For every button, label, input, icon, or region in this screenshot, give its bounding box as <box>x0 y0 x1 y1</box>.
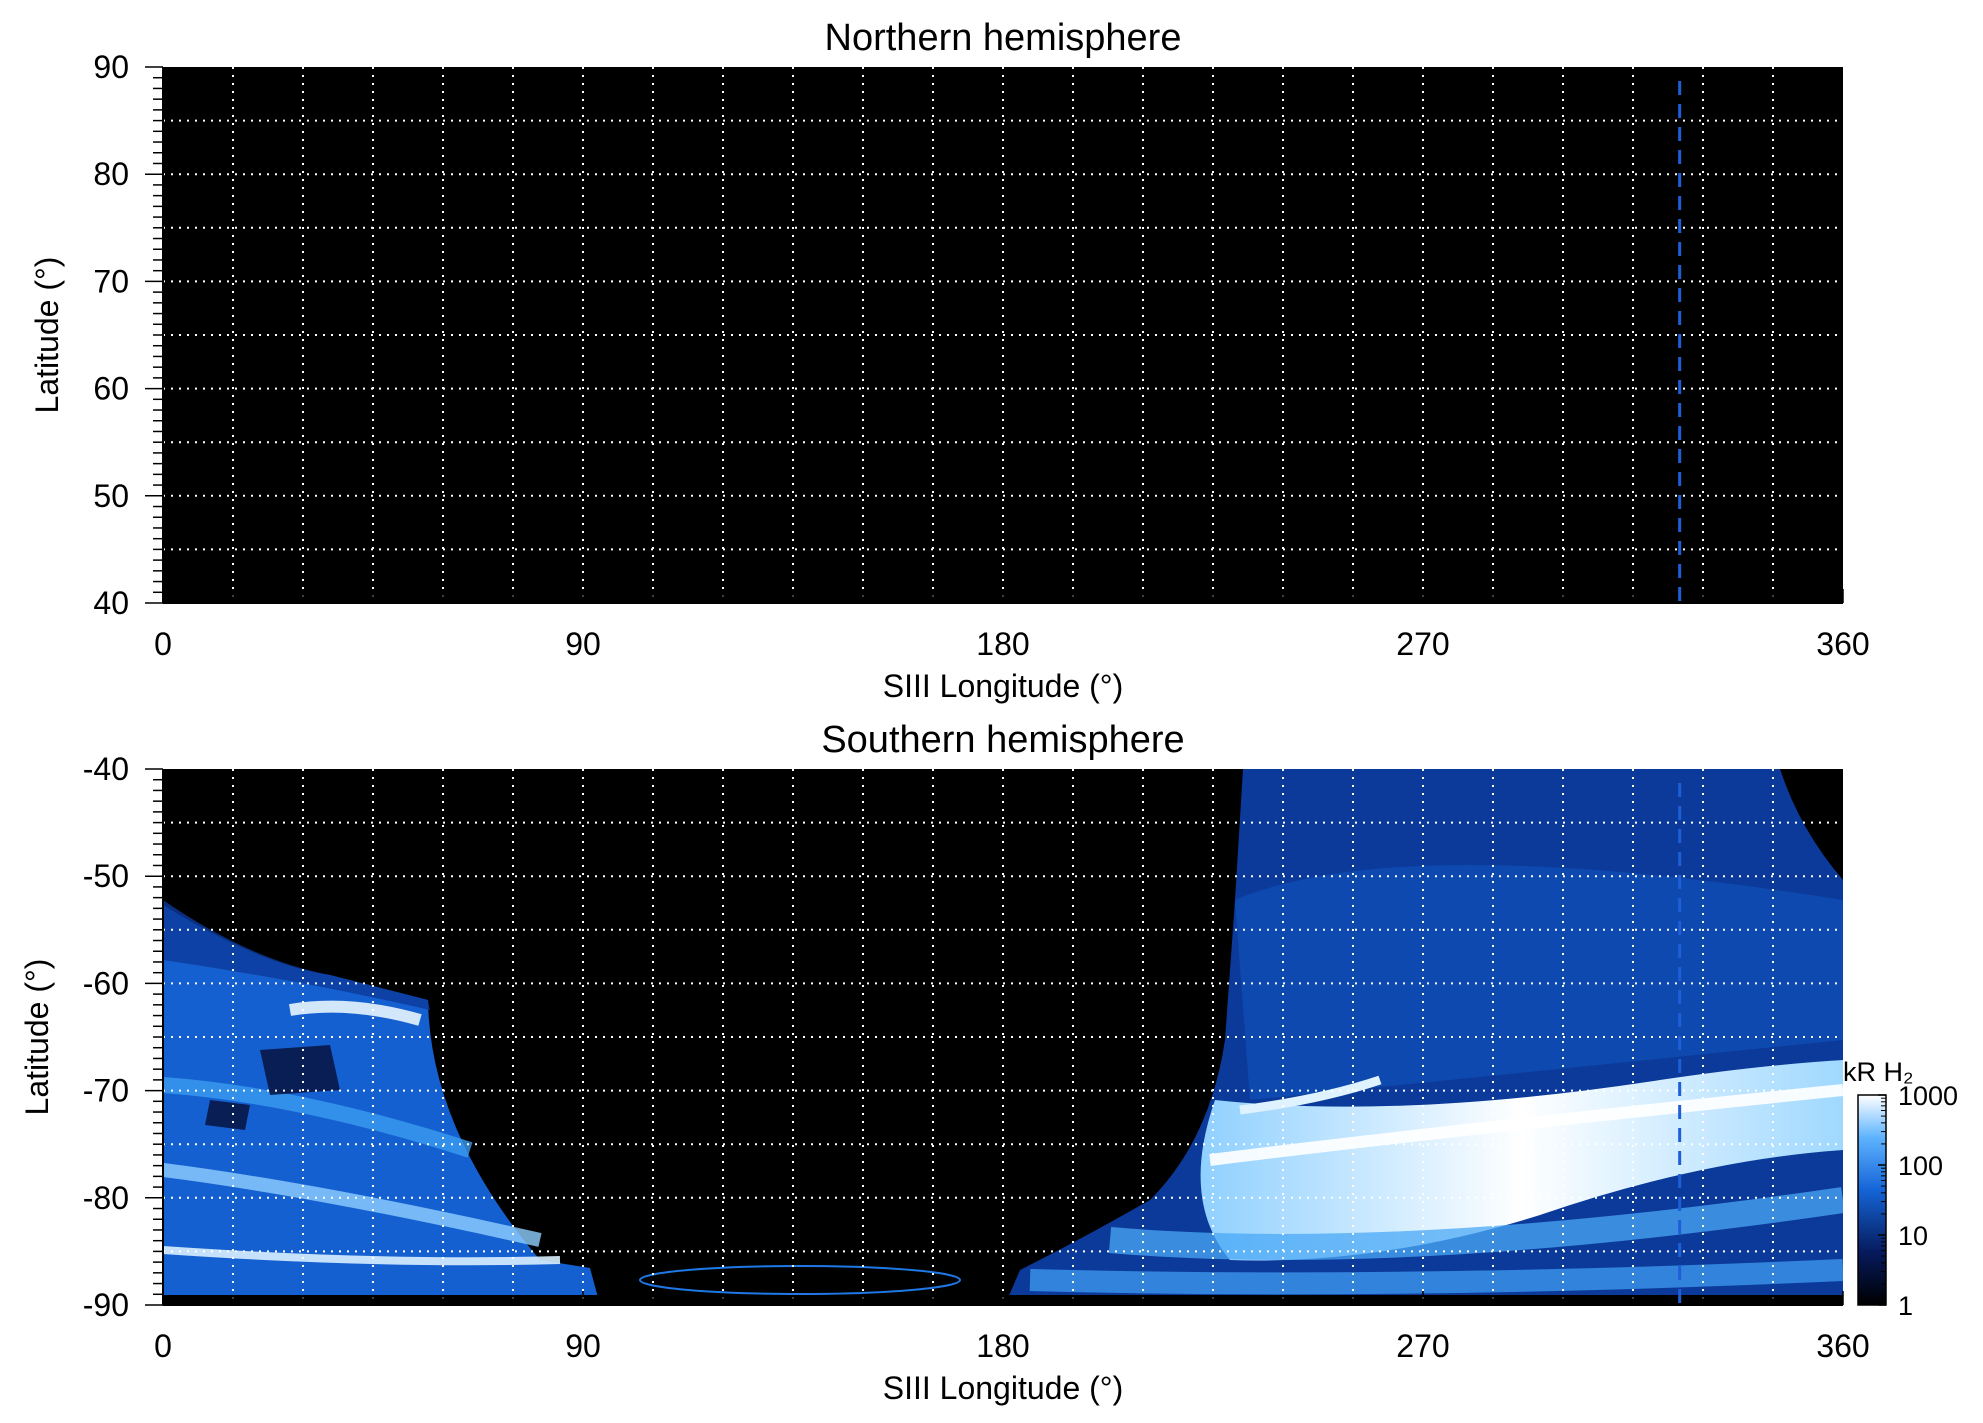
colorbar-label: kR H₂ <box>1843 1057 1913 1087</box>
emission-haze-left <box>163 900 430 1010</box>
northern-x-tick-label: 0 <box>154 626 172 662</box>
emission-cap-right <box>1780 769 1843 880</box>
colorbar-tick-label: 100 <box>1898 1151 1943 1181</box>
northern-y-axis-label: Latitude (°) <box>29 257 65 414</box>
emission-band-left-3 <box>163 1163 542 1247</box>
southern-y-tick-label: -40 <box>83 751 129 787</box>
northern-x-tick-label: 90 <box>565 626 601 662</box>
northern-x-tick-label: 270 <box>1396 626 1449 662</box>
northern-x-tick-label: 180 <box>976 626 1029 662</box>
colorbar-gradient <box>1857 1094 1887 1306</box>
colorbar-tick-label: 1 <box>1898 1291 1913 1321</box>
northern-y-tick-label: 50 <box>93 478 129 514</box>
emission-arc-mid <box>1209 1084 1843 1166</box>
southern-x-axis-label: SIII Longitude (°) <box>883 1370 1123 1406</box>
southern-panel: Southern hemisphere <box>19 719 1870 1406</box>
northern-x-axis-label: SIII Longitude (°) <box>883 668 1123 704</box>
southern-y-axis-label: Latitude (°) <box>19 959 55 1116</box>
southern-grid <box>163 769 1843 1305</box>
southern-y-tick-label: -70 <box>83 1073 129 1109</box>
emission-arc-upper <box>1239 1075 1382 1115</box>
southern-x-tick-label: 90 <box>565 1328 601 1364</box>
northern-y-tick-label: 90 <box>93 49 129 85</box>
colorbar-tick-label: 1000 <box>1898 1081 1958 1111</box>
northern-y-tick-label: 60 <box>93 371 129 407</box>
northern-grid <box>163 67 1843 603</box>
emission-band-right-lower <box>1029 1259 1843 1295</box>
southern-y-tick-label: -60 <box>83 965 129 1001</box>
southern-title: Southern hemisphere <box>821 719 1184 761</box>
colorbar-ticks: 1000 100 10 1 <box>1878 1081 1958 1321</box>
colorbar: kR H₂ 1000 100 10 1 <box>1843 1057 1958 1321</box>
southern-y-tick-label: -80 <box>83 1180 129 1216</box>
southern-y-tick-label: -50 <box>83 858 129 894</box>
southern-axes: 0 90 180 270 360 -40 -50 -60 -70 -80 -90 <box>83 751 1870 1364</box>
northern-axes: 0 90 180 270 360 90 80 70 60 50 40 <box>93 49 1869 662</box>
northern-x-tick-label: 360 <box>1816 626 1869 662</box>
emission-band-left-4 <box>163 1246 561 1266</box>
southern-x-tick-label: 360 <box>1816 1328 1869 1364</box>
northern-y-tick-label: 40 <box>93 585 129 621</box>
southern-y-tick-label: -90 <box>83 1287 129 1323</box>
emission-lobe-left <box>163 905 600 1305</box>
southern-x-tick-label: 270 <box>1396 1328 1449 1364</box>
northern-y-tick-label: 70 <box>93 263 129 299</box>
emission-band-left-1 <box>289 1000 422 1026</box>
northern-title: Northern hemisphere <box>825 17 1182 59</box>
northern-y-tick-label: 80 <box>93 156 129 192</box>
emission-band-right-outer <box>1108 1187 1843 1260</box>
southern-x-tick-label: 0 <box>154 1328 172 1364</box>
emission-band-left-2 <box>163 1077 473 1158</box>
southern-x-tick-label: 180 <box>976 1328 1029 1364</box>
northern-panel: Northern hemisphere 0 90 180 270 360 90 80 70 60… <box>29 17 1870 704</box>
polar-cap-ellipse <box>639 1265 961 1295</box>
emission-dark-patches-left <box>205 1045 340 1130</box>
colorbar-tick-label: 10 <box>1898 1221 1928 1251</box>
